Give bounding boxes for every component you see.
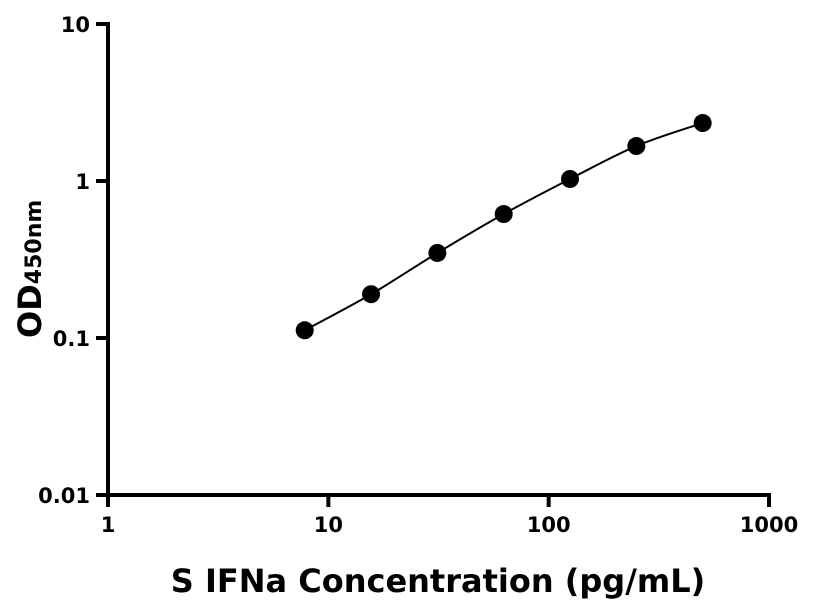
x-tick-label: 1000: [740, 513, 798, 537]
data-points: [295, 114, 712, 340]
data-point: [362, 285, 381, 304]
y-tick-label: 0.01: [38, 484, 90, 508]
x-axis-label: S IFNa Concentration (pg/mL): [171, 562, 706, 600]
data-point: [295, 321, 314, 340]
y-tick-label: 1: [75, 170, 90, 194]
y-axis-label: OD450nm: [11, 200, 49, 338]
x-tick-label: 10: [314, 513, 343, 537]
data-point: [428, 243, 447, 262]
x-tick-label: 1: [101, 513, 116, 537]
y-tick-label: 0.1: [53, 327, 90, 351]
data-point: [693, 114, 712, 133]
data-point: [494, 205, 513, 224]
y-axis-label-main: OD: [11, 284, 49, 338]
y-axis-label-group: OD450nm: [11, 200, 49, 338]
data-point: [627, 137, 646, 156]
y-tick-label: 10: [61, 13, 90, 37]
x-tick-label: 100: [527, 513, 571, 537]
y-axis-label-subscript: 450nm: [22, 200, 47, 285]
data-point: [561, 169, 580, 188]
axes: 1 10 100 1000 0.01 0.1 1 10: [38, 13, 798, 537]
